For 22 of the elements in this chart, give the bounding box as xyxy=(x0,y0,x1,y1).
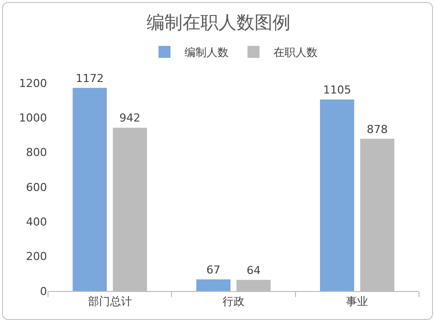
y-tick-label: 800 xyxy=(26,146,47,160)
y-tick-label: 0 xyxy=(40,284,47,298)
legend-label: 编制人数 xyxy=(184,46,228,60)
x-tick-label: 部门总计 xyxy=(88,295,132,308)
y-tick-label: 1000 xyxy=(19,112,47,125)
data-label: 942 xyxy=(119,112,140,125)
bar xyxy=(320,99,354,291)
data-label: 64 xyxy=(246,264,261,277)
x-tick-label: 事业 xyxy=(346,295,368,308)
data-label: 67 xyxy=(206,263,220,276)
bar xyxy=(72,88,107,291)
y-tick-label: 400 xyxy=(26,216,47,229)
y-tick-label: 600 xyxy=(26,180,47,194)
data-label: 878 xyxy=(366,122,388,136)
x-tick-label: 行政 xyxy=(222,295,244,308)
chart-title: 编制在职人数图例 xyxy=(146,12,290,34)
y-tick-label: 200 xyxy=(26,250,47,264)
data-label: 1172 xyxy=(76,72,104,85)
bar xyxy=(196,279,230,291)
legend-label: 在职人数 xyxy=(274,46,318,60)
data-label: 1105 xyxy=(323,83,352,96)
y-tick-label: 1200 xyxy=(19,76,47,90)
